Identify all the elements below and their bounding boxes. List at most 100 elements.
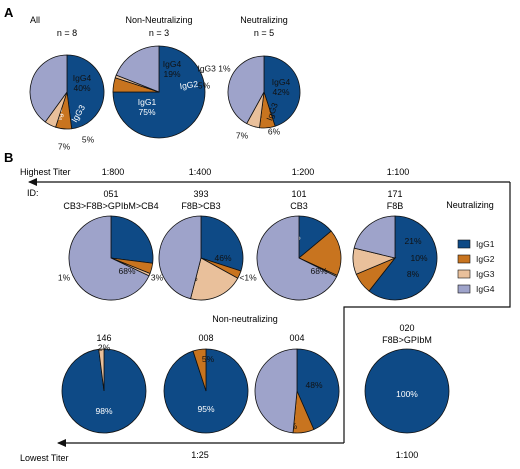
pie-2-outer-label-igg2: 7% (236, 130, 249, 140)
pie-chart-10: 100% (364, 348, 450, 434)
pie-7-slice-igg1 (61, 348, 147, 434)
id-171: 171 (387, 189, 402, 199)
pie-10-label-igg1: 100% (396, 389, 418, 399)
panel-a-pies: IgG148%IgG27%IgG35%IgG440%IgG175%IgG25%I… (29, 45, 301, 151)
panel-b-pies: 27%4%1%68%30%3%21%46%14%18%<1%68%60%8%10… (58, 215, 450, 434)
pie-0-outer-label-igg3: 5% (82, 134, 95, 144)
id-004: 004 (289, 333, 304, 343)
pie-all-title: All (30, 15, 40, 25)
id-101: 101 (291, 189, 306, 199)
pie-neut-title: Neutralizing (240, 15, 288, 25)
panel-b-label: B (4, 150, 13, 165)
pie-7-slice-igg3 (98, 348, 105, 392)
pie-9-slice-igg1 (296, 348, 340, 431)
legend-swatch-igg2 (457, 254, 471, 264)
highest-titer-label: Highest Titer (20, 167, 71, 177)
pie-1-label-igg4: IgG4 19% (163, 59, 182, 79)
pie-0-slice-igg1 (66, 54, 105, 130)
titer-020: 1:100 (396, 450, 419, 460)
pie-9-slice-igg4 (254, 348, 298, 434)
pie-chart-3: 27%4%1%68% (58, 215, 154, 301)
pie-nonneut-n: n = 3 (149, 28, 169, 38)
pie-chart-5: 14%18%<1%68% (239, 215, 342, 301)
target-393: F8B>CB3 (181, 201, 220, 211)
pie-1-slice-igg4 (115, 45, 160, 93)
pie-5-slice-igg4 (256, 215, 338, 301)
pie-8-label-igg2: 5% (202, 354, 215, 364)
pie-6-label-igg4: 21% (404, 236, 421, 246)
pie-5-slice-igg2 (298, 230, 342, 277)
pie-5-label-igg4: 68% (310, 266, 327, 276)
pie-1-label-igg1: IgG1 75% (138, 97, 157, 117)
titer-101: 1:200 (292, 167, 315, 177)
legend-label-igg4: IgG4 (476, 284, 495, 294)
id-051: 051 (103, 189, 118, 199)
pie-nonneut-title: Non-Neutralizing (125, 15, 192, 25)
pie-1-outer-label-igg3: IgG3 1% (197, 63, 231, 73)
legend-label-igg2: IgG2 (476, 254, 495, 264)
pie-1-label-igg2: IgG2 (179, 79, 199, 92)
id-146: 146 (96, 333, 111, 343)
panel-a-label: A (4, 5, 14, 20)
pie-3-label-igg4: 68% (118, 266, 135, 276)
pie-2-outer-label-igg3: 6% (268, 126, 281, 136)
pie-4-slice-igg3 (190, 257, 239, 301)
pie-0-label-igg4: IgG4 40% (73, 73, 92, 93)
pie-8-label-igg1: 95% (197, 404, 214, 414)
pie-7-label-igg1: 98% (95, 406, 112, 416)
id-020: 020 (399, 323, 414, 333)
pie-2-slice-igg4 (227, 55, 265, 125)
pie-5-outer-label-igg3: <1% (239, 272, 257, 282)
titer-146: 1:25 (191, 450, 209, 460)
pie-chart-1: IgG1 75% IgG2 5% IgG3 1% IgG4 19% (112, 45, 231, 139)
neutralizing-label: Neutralizing (446, 200, 494, 210)
pie-4-label-igg4: 46% (214, 253, 231, 263)
target-020: F8B>GPIbM (382, 335, 432, 345)
target-171: F8B (387, 201, 404, 211)
pie-neut-n: n = 5 (254, 28, 274, 38)
pie-2-label-igg4: IgG4 42% (272, 77, 291, 97)
titer-171: 1:100 (387, 167, 410, 177)
pie-3-slice-igg4 (68, 215, 150, 301)
pie-10-slice-igg1 (364, 348, 450, 434)
pie-6-label-igg3: 10% (410, 253, 427, 263)
pie-9-label-igg4: 48% (305, 380, 322, 390)
target-051: CB3>F8B>GPIbM>CB4 (63, 201, 158, 211)
legend-label-igg1: IgG1 (476, 239, 495, 249)
pie-chart-8: 95% 5% (163, 348, 249, 434)
pie-4-slice-igg4 (158, 215, 202, 300)
pie-chart-7: 98% 2% (61, 342, 147, 434)
pie-4-outer-label-igg2: 3% (151, 272, 164, 282)
legend-swatch-igg4 (457, 284, 471, 294)
id-393: 393 (193, 189, 208, 199)
pie-6-slice-igg4 (353, 215, 396, 259)
titer-051: 1:800 (102, 167, 125, 177)
pie-chart-9: 43%8%48% (254, 348, 340, 434)
id-label: ID: (27, 188, 39, 198)
pie-7-outer-label-igg3: 2% (98, 342, 111, 352)
pie-3-outer-label-igg3: 1% (58, 272, 71, 282)
legend-label-igg3: IgG3 (476, 269, 495, 279)
pie-2-slice-igg1 (263, 55, 301, 127)
pie-all-n: n = 8 (57, 28, 77, 38)
titer-bracket-top (343, 182, 511, 443)
legend: IgG1 IgG2 IgG3 IgG4 (457, 239, 495, 294)
pie-4-slice-igg1 (200, 215, 244, 272)
pie-6-slice-igg1 (368, 215, 438, 301)
pie-chart-6: 60%8%10%21% (352, 215, 438, 301)
pie-0-slice-igg4 (29, 54, 68, 123)
legend-swatch-igg1 (457, 239, 471, 249)
pie-3-slice-igg1 (110, 215, 154, 264)
id-008: 008 (198, 333, 213, 343)
lowest-titer-label: Lowest Titer (20, 453, 69, 463)
non-neutralizing-label: Non-neutralizing (212, 314, 278, 324)
target-101: CB3 (290, 201, 308, 211)
pie-8-slice-igg2 (192, 348, 207, 392)
pie-1-outer-label-igg2: 5% (198, 80, 211, 90)
legend-swatch-igg3 (457, 269, 471, 279)
pie-6-label-igg2: 8% (407, 269, 420, 279)
pie-chart-4: 30%3%21%46% (151, 215, 244, 301)
